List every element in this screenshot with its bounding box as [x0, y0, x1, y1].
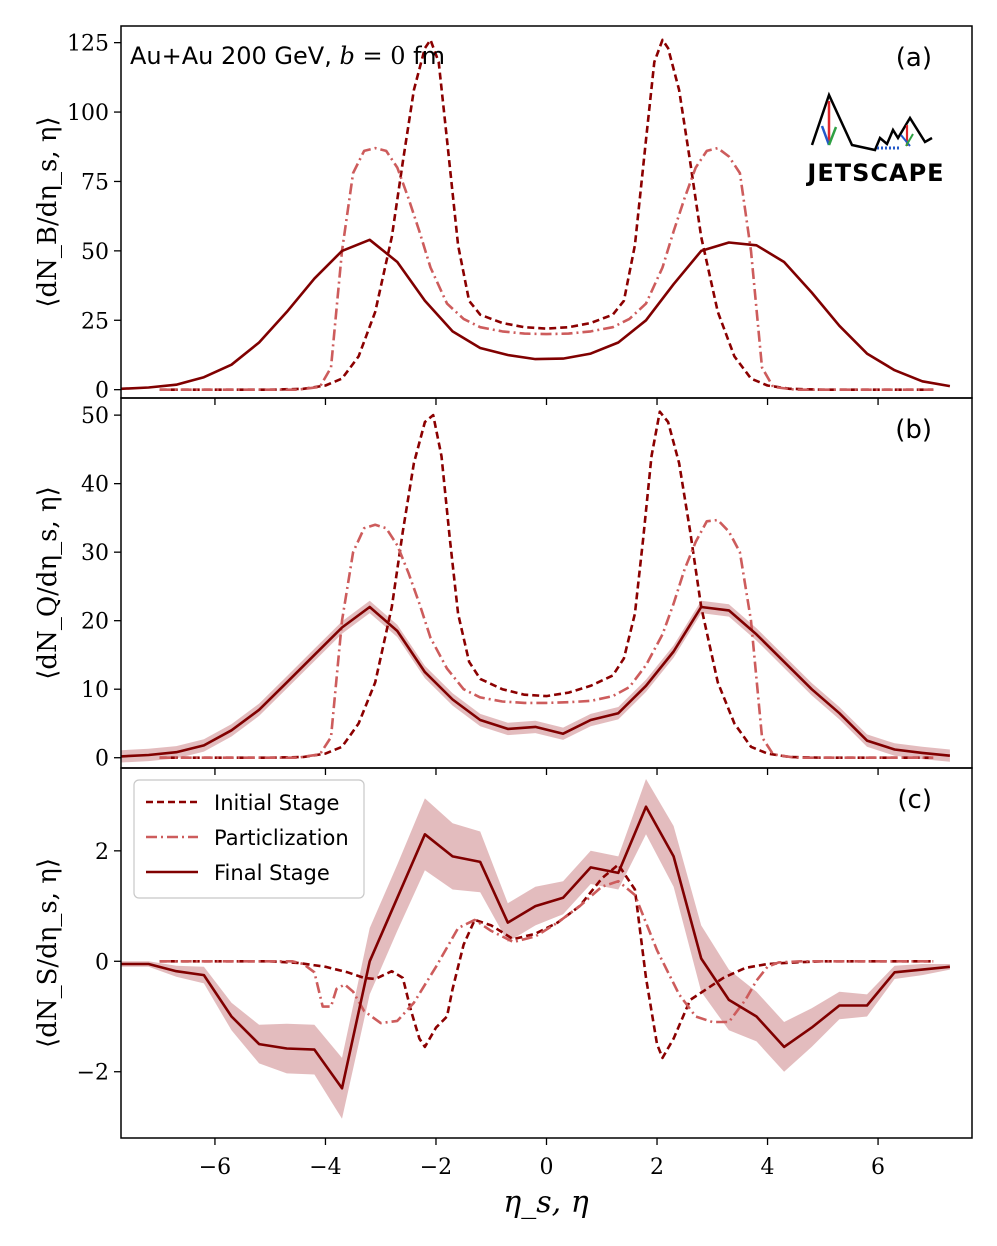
y-tick-label: −2 — [77, 1061, 109, 1086]
series-line-final-stage — [120, 238, 951, 391]
y-tick-label: 30 — [81, 541, 109, 566]
x-tick-label: 2 — [650, 1155, 664, 1180]
x-tick-label: −6 — [199, 1155, 231, 1180]
panel-a: 0 25 50 75 100 125 ⟨dN_B/dη_s, η⟩ (a) — [33, 25, 973, 405]
y-tick-label: 20 — [81, 610, 109, 635]
panel-c: −2 0 2 −6 −4 −2 0 2 4 6 ⟨dN_S/dη_s, η⟩ (c) — [33, 767, 973, 1180]
blue-jet-small — [900, 134, 911, 147]
series-line-final-stage — [120, 605, 951, 758]
series-line-initial-stage — [159, 38, 934, 391]
uncertainty-band-2 — [121, 600, 950, 763]
uncertainty-band-2 — [121, 779, 950, 1119]
y-tick-label: 100 — [67, 101, 109, 126]
x-tick-label: −4 — [309, 1155, 341, 1180]
green-jet — [827, 126, 838, 146]
x-tick-label: 4 — [761, 1155, 775, 1180]
series-line-particlization — [159, 879, 934, 1025]
panel-b: 0 10 20 30 40 50 ⟨dN_Q/dη_s, η⟩ (b) — [33, 397, 973, 775]
y-tick-label: 0 — [95, 747, 109, 772]
green-jet-small — [905, 133, 914, 147]
x-axis-label: η_s, η — [503, 1185, 588, 1220]
y-axis-label: ⟨dN_Q/dη_s, η⟩ — [33, 486, 63, 679]
axes-frame — [120, 25, 973, 399]
blue-jet — [820, 125, 831, 146]
y-tick-label: 25 — [81, 309, 109, 334]
series-line-initial-stage — [159, 863, 934, 1060]
y-tick-label: 50 — [81, 404, 109, 429]
series-line-final-stage — [121, 805, 951, 1090]
legend-label: Particlization — [214, 826, 349, 850]
series-line-particlization — [159, 146, 934, 391]
series-line-particlization — [159, 518, 934, 759]
y-tick-label: 0 — [95, 950, 109, 975]
x-tick-label: 0 — [540, 1155, 554, 1180]
y-tick-label: 125 — [67, 32, 109, 57]
x-tick-label: −2 — [420, 1155, 452, 1180]
legend: Initial Stage Particlization Final Stage — [133, 779, 365, 899]
mountain-outline — [810, 91, 933, 152]
y-axis-label: ⟨dN_B/dη_s, η⟩ — [33, 116, 63, 307]
panel-label: (a) — [896, 43, 932, 73]
legend-box — [133, 779, 365, 899]
panel-label: (c) — [897, 785, 932, 815]
legend-label: Final Stage — [214, 861, 330, 885]
series-line-initial-stage — [159, 410, 934, 759]
y-tick-label: 75 — [81, 170, 109, 195]
y-tick-label: 40 — [81, 473, 109, 498]
y-axis-label: ⟨dN_S/dη_s, η⟩ — [33, 858, 63, 1048]
y-tick-label: 10 — [81, 678, 109, 703]
y-tick-label: 0 — [95, 379, 109, 404]
jetscape-logo: JETSCAPE — [805, 91, 944, 187]
x-tick-label: 6 — [871, 1155, 885, 1180]
legend-label: Initial Stage — [214, 791, 339, 815]
logo-text: JETSCAPE — [805, 159, 944, 187]
y-tick-label: 50 — [81, 240, 109, 265]
panel-label: (b) — [895, 415, 932, 445]
figure-title: Au+Au 200 GeV, b = 0 fm — [130, 42, 445, 70]
y-tick-label: 2 — [95, 840, 109, 865]
